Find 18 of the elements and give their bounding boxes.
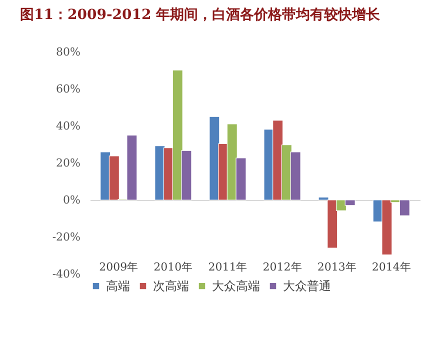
legend-label: 大众普通 [283,279,331,294]
y-tick-label: -20% [52,230,80,244]
x-tick-label: 2012年 [262,260,302,274]
x-tick-label: 2010年 [154,260,193,274]
y-tick-label: -40% [52,268,80,280]
y-tick-label: 20% [56,156,80,170]
legend-label: 高端 [106,279,130,294]
chart-title: 图11：2009-2012 年期间，白酒各价格带均有较快增长 [20,7,382,23]
y-tick-label: 80% [56,46,80,58]
x-tick-label: 2014年 [372,260,411,274]
x-tick-label: 2011年 [208,260,248,274]
y-tick-label: 60% [56,82,80,96]
legend-label: 次高端 [153,279,189,294]
legend-label: 大众高端 [212,279,260,294]
x-tick-label: 2009年 [99,260,138,274]
x-tick-label: 2013年 [317,260,356,274]
y-tick-label: 40% [56,120,80,132]
y-tick-label: 0% [63,194,80,206]
